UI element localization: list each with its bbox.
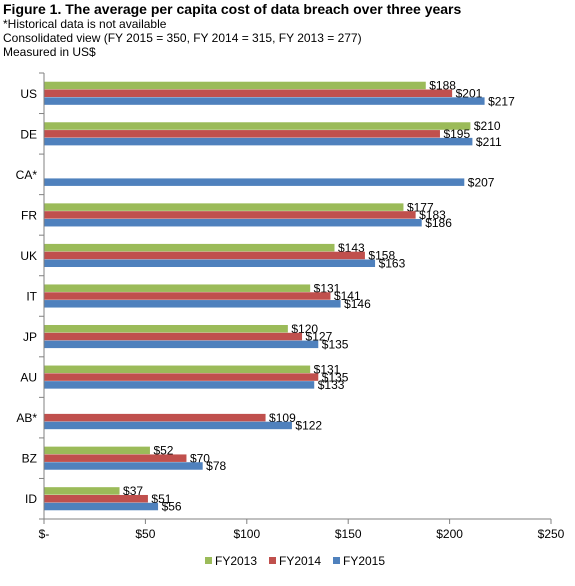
bar-fy2014 [44, 211, 416, 219]
data-label: $141 [334, 289, 361, 303]
category-label: IT [26, 290, 37, 304]
bar-fy2013 [44, 446, 150, 455]
bar-fy2013 [44, 122, 471, 130]
data-label: $109 [269, 411, 296, 425]
bar-fy2014 [44, 373, 319, 381]
data-label: $37 [123, 484, 143, 498]
category-label: ID [25, 492, 37, 506]
bar-fy2015 [44, 340, 319, 349]
bar-fy2013 [44, 324, 288, 333]
data-label: $70 [190, 451, 210, 465]
category-label: US [20, 87, 37, 101]
bar-fy2015 [44, 300, 341, 308]
bar-fy2013 [44, 487, 120, 495]
category-label: CA* [16, 168, 38, 182]
data-label: $131 [314, 281, 341, 295]
bar-fy2015 [44, 259, 376, 268]
data-label: $51 [151, 492, 171, 506]
bar-fy2015 [44, 381, 315, 389]
legend-swatch-fy2014 [269, 557, 276, 564]
data-label: $158 [368, 249, 395, 263]
data-label: $52 [153, 444, 173, 458]
data-label: $186 [425, 216, 452, 230]
data-label: $210 [474, 119, 501, 133]
bar-fy2015 [44, 218, 422, 227]
data-label: $122 [295, 419, 322, 433]
bar-fy2014 [44, 292, 331, 300]
x-tick-label: $- [39, 527, 50, 541]
bar-fy2013 [44, 81, 426, 90]
data-label: $135 [322, 338, 349, 352]
data-label: $127 [306, 330, 333, 344]
category-label: UK [20, 249, 37, 263]
bar-fy2015 [44, 97, 485, 105]
category-label: BZ [22, 452, 37, 466]
data-label: $131 [314, 362, 341, 376]
legend-label-fy2015: FY2015 [343, 554, 385, 568]
consolidated-view-note: Consolidated view (FY 2015 = 350, FY 201… [3, 31, 362, 45]
historical-note: *Historical data is not available [3, 17, 167, 31]
bar-fy2015 [44, 462, 203, 470]
data-label: $133 [318, 378, 345, 392]
bar-fy2015 [44, 178, 465, 186]
data-label: $201 [456, 86, 483, 100]
data-label: $143 [338, 241, 365, 255]
data-label: $56 [162, 500, 182, 514]
data-label: $207 [468, 175, 495, 189]
data-label: $217 [488, 94, 515, 108]
data-label: $78 [206, 459, 226, 473]
bar-fy2015 [44, 502, 159, 511]
chart-header: Figure 1. The average per capita cost of… [3, 0, 573, 59]
category-label: FR [21, 208, 37, 222]
bar-fy2015 [44, 421, 292, 430]
data-label: $195 [443, 127, 470, 141]
data-label: $211 [476, 135, 502, 149]
bar-fy2014 [44, 413, 266, 422]
x-tick-label: $100 [233, 527, 260, 541]
bar-fy2013 [44, 284, 311, 292]
legend-swatch-fy2013 [205, 557, 212, 564]
legend-label-fy2013: FY2013 [215, 554, 257, 568]
bar-fy2014 [44, 89, 453, 98]
category-label: DE [20, 127, 37, 141]
bar-fy2013 [44, 203, 404, 211]
data-label: $183 [419, 208, 446, 222]
legend-swatch-fy2015 [333, 557, 340, 564]
x-tick-label: $250 [538, 527, 565, 541]
category-label: AU [20, 371, 37, 385]
bar-fy2014 [44, 454, 187, 462]
data-label: $146 [344, 297, 371, 311]
category-label: AB* [16, 411, 37, 425]
chart-title: Figure 1. The average per capita cost of… [3, 1, 462, 17]
category-label: JP [23, 330, 37, 344]
data-label: $135 [322, 370, 349, 384]
bar-fy2014 [44, 494, 148, 503]
measured-unit-note: Measured in US$ [3, 45, 96, 59]
data-label: $188 [429, 79, 456, 93]
legend-label-fy2014: FY2014 [279, 554, 321, 568]
bar-fy2013 [44, 243, 335, 252]
data-label: $177 [407, 200, 434, 214]
bar-fy2014 [44, 332, 303, 341]
x-tick-label: $150 [335, 527, 362, 541]
bar-fy2014 [44, 251, 365, 260]
bar-fy2014 [44, 130, 440, 138]
x-tick-label: $200 [436, 527, 463, 541]
x-tick-label: $50 [135, 527, 155, 541]
bar-fy2013 [44, 365, 311, 374]
data-label: $163 [379, 256, 406, 270]
data-label: $120 [291, 322, 318, 336]
bar-fy2015 [44, 137, 473, 146]
